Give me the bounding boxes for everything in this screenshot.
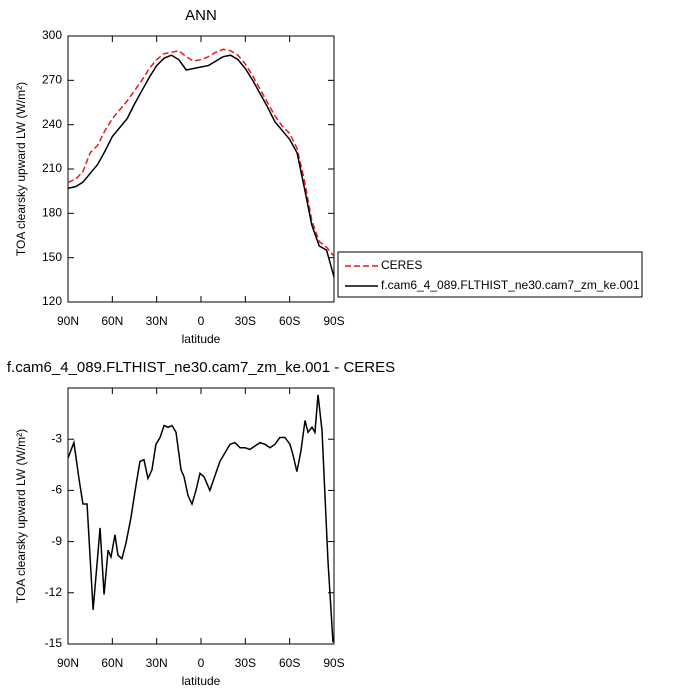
y-tick-label: 270 [42,73,62,87]
y-tick-label: -15 [45,636,63,650]
x-tick-label: 30S [235,656,256,670]
y-tick-label: 180 [42,206,62,220]
x-tick-label: 0 [198,314,205,328]
y-tick-label: 240 [42,117,62,131]
x-tick-label: 0 [198,656,205,670]
legend-label: CERES [381,258,422,272]
chart-title: f.cam6_4_089.FLTHIST_ne30.cam7_zm_ke.001… [7,359,395,376]
data-line [67,48,335,257]
y-tick-label: -6 [51,483,62,497]
y-tick-label: 120 [42,294,62,308]
x-axis-label: latitude [182,332,221,346]
x-tick-label: 90N [57,656,79,670]
x-tick-label: 90N [57,314,79,328]
x-axis-label: latitude [182,674,221,688]
y-tick-label: -3 [51,431,62,445]
y-tick-label: -9 [51,534,62,548]
x-tick-label: 60N [101,314,123,328]
y-tick-label: 210 [42,161,62,175]
plot-frame [67,387,335,645]
x-tick-label: 60S [279,656,300,670]
y-axis-label: TOA clearsky upward LW (W/m²) [14,82,28,256]
data-line [67,394,334,643]
x-tick-label: 30S [235,314,256,328]
x-tick-label: 30N [146,656,168,670]
plot-frame [67,35,335,303]
y-tick-label: 150 [42,250,62,264]
y-tick-label: 300 [42,28,62,42]
chart-title: ANN [185,7,217,24]
legend-box [337,251,643,298]
x-tick-label: 60S [279,314,300,328]
y-axis-label: TOA clearsky upward LW (W/m²) [14,429,28,603]
x-tick-label: 30N [146,314,168,328]
x-tick-label: 60N [101,656,123,670]
legend-label: f.cam6_4_089.FLTHIST_ne30.cam7_zm_ke.001 [381,278,640,292]
x-tick-label: 90S [323,314,344,328]
y-tick-label: -12 [45,585,63,599]
x-tick-label: 90S [323,656,344,670]
data-line [67,54,335,278]
